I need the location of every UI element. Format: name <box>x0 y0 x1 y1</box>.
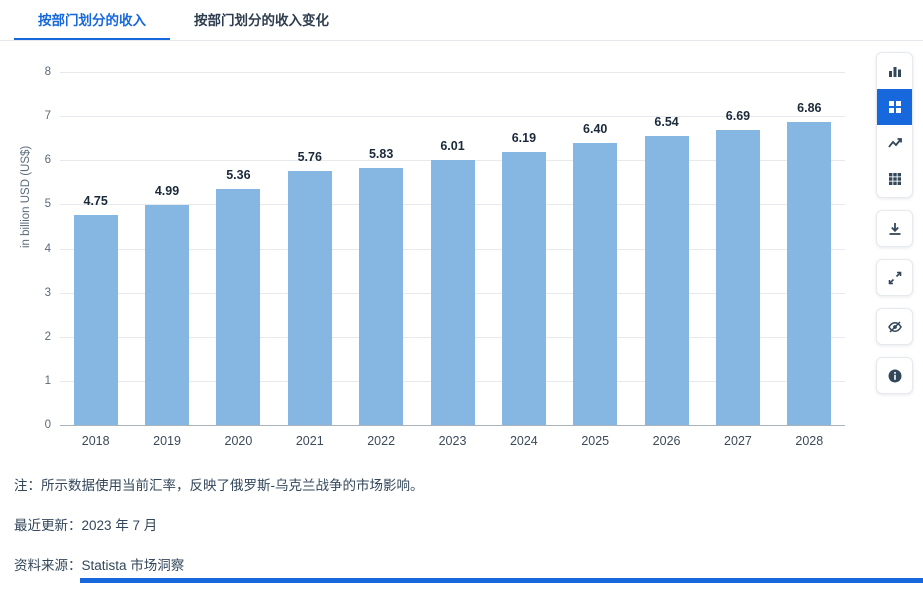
bar-2020[interactable] <box>216 188 261 425</box>
x-axis-tick-label: 2021 <box>295 434 324 448</box>
data-source: 资料来源：Statista 市场洞察 <box>14 558 185 573</box>
chart-note: 注：所示数据使用当前汇率，反映了俄罗斯-乌克兰战争的市场影响。 <box>14 478 424 493</box>
y-axis-tick-label: 3 <box>44 286 51 299</box>
info-button[interactable] <box>876 357 913 394</box>
bar-2023[interactable] <box>430 159 475 425</box>
x-axis-tick-label: 2018 <box>81 434 110 448</box>
x-axis-tick-label: 2025 <box>581 434 610 448</box>
x-axis-tick-label: 2019 <box>153 434 181 448</box>
info-icon <box>887 368 903 384</box>
bar-2025[interactable] <box>573 142 618 425</box>
y-axis-tick-label: 7 <box>44 110 51 123</box>
bar-2019[interactable] <box>145 204 190 425</box>
x-axis-tick-label: 2020 <box>224 434 253 448</box>
y-axis-tick-label: 1 <box>44 374 51 387</box>
bar-2028[interactable] <box>787 122 832 425</box>
y-axis-tick-label: 4 <box>44 242 51 255</box>
bar-value-label: 6.86 <box>797 101 822 116</box>
bar-2026[interactable] <box>644 136 689 425</box>
bar-value-label: 6.40 <box>583 121 608 136</box>
toggle-visibility-button[interactable] <box>876 308 913 345</box>
chart-toolbar <box>876 52 913 394</box>
bar-value-label: 6.69 <box>725 108 751 123</box>
chart-type-switcher <box>876 52 913 198</box>
x-axis-tick-label: 2022 <box>367 434 396 448</box>
bar-value-label: 5.83 <box>368 146 394 161</box>
bar-value-label: 5.76 <box>297 149 322 164</box>
gridline <box>60 72 845 73</box>
bar-2027[interactable] <box>715 129 760 425</box>
bar-chart-plot-area: 0 1 2 3 4 5 6 7 8 4.75 2018 4.99 2019 5.36 2020 5.76 202… <box>45 66 845 448</box>
tab-bar: 按部门划分的收入 按部门划分的收入变化 <box>0 0 923 41</box>
gridline <box>60 116 845 118</box>
bottom-accent-bar <box>80 578 923 583</box>
gridline <box>60 425 845 426</box>
bar-value-label: 6.01 <box>440 138 465 153</box>
bar-value-label: 4.75 <box>83 194 108 209</box>
bar-2022[interactable] <box>359 167 404 425</box>
column-grid-icon <box>887 99 903 115</box>
download-button[interactable] <box>876 210 913 247</box>
bar-2024[interactable] <box>501 151 546 425</box>
x-axis-tick-label: 2028 <box>795 434 824 448</box>
last-updated: 最近更新：2023 年 7 月 <box>14 518 158 533</box>
y-axis-title: in billion USD (US$) <box>20 145 32 248</box>
chart-footnotes: 注：所示数据使用当前汇率，反映了俄罗斯-乌克兰战争的市场影响。 最近更新：202… <box>14 474 424 594</box>
chart-type-table-button[interactable] <box>877 161 912 197</box>
chart-type-column-button[interactable] <box>877 89 912 125</box>
x-axis-tick-label: 2027 <box>724 434 752 448</box>
fullscreen-icon <box>887 270 903 286</box>
x-axis-tick-label: 2026 <box>652 434 681 448</box>
chart-type-bar-button[interactable] <box>877 53 912 89</box>
y-axis-tick-label: 2 <box>44 330 51 343</box>
y-axis-tick-label: 8 <box>44 66 51 78</box>
chart-type-line-button[interactable] <box>877 125 912 161</box>
bar-chart-icon <box>887 63 903 79</box>
y-axis-tick-label: 0 <box>44 419 51 431</box>
tab-revenue-by-segment[interactable]: 按部门划分的收入 <box>14 0 170 40</box>
download-icon <box>887 221 903 237</box>
bar-value-label: 5.36 <box>226 167 251 182</box>
bar-2018[interactable] <box>73 215 118 425</box>
line-chart-icon <box>887 135 903 151</box>
y-axis-tick-label: 6 <box>44 154 51 167</box>
bar-value-label: 4.99 <box>154 183 180 198</box>
table-icon <box>887 171 903 187</box>
tab-revenue-change-by-segment[interactable]: 按部门划分的收入变化 <box>194 13 329 28</box>
x-axis-tick-label: 2023 <box>438 434 467 448</box>
x-axis-tick-label: 2024 <box>509 434 538 448</box>
eye-off-icon <box>887 319 903 335</box>
fullscreen-button[interactable] <box>876 259 913 296</box>
bar-value-label: 6.54 <box>654 115 679 130</box>
bar-value-label: 6.19 <box>511 130 537 145</box>
y-axis-tick-label: 5 <box>44 198 51 211</box>
bar-2021[interactable] <box>287 170 332 425</box>
